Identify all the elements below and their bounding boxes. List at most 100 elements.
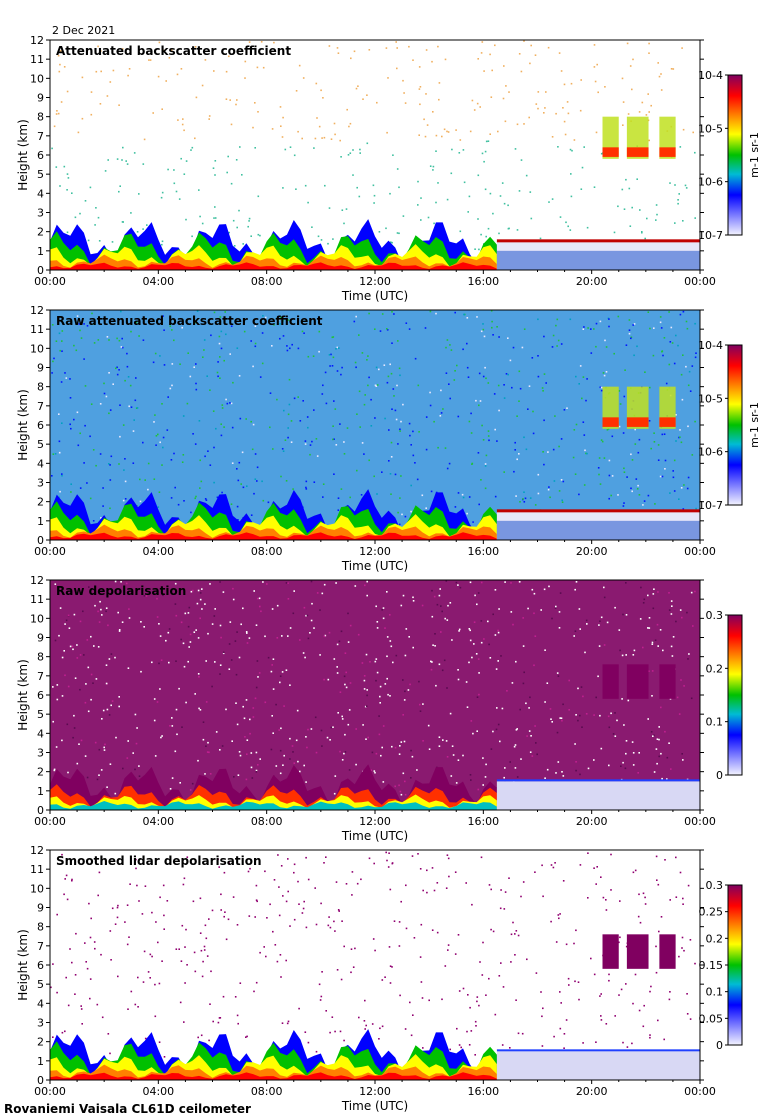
texture-dot (451, 148, 453, 151)
texture-dot (271, 608, 274, 610)
texture-dot (343, 453, 346, 455)
texture-dot (286, 349, 289, 352)
texture-dot (651, 670, 654, 672)
texture-dot (410, 444, 412, 446)
x-tick-label: 12:00 (359, 815, 391, 828)
texture-dot (320, 729, 323, 732)
texture-dot (130, 406, 133, 408)
boundary-layer-1 (50, 116, 700, 270)
texture-dot (175, 190, 178, 193)
texture-dot (120, 581, 122, 583)
texture-dot (284, 148, 287, 151)
texture-dot (498, 975, 501, 977)
texture-dot (545, 91, 547, 93)
upper-cloud-core (659, 147, 676, 157)
texture-dot (261, 362, 264, 365)
texture-dot (175, 708, 178, 711)
texture-dot (418, 680, 420, 683)
texture-dot (623, 208, 626, 210)
texture-dot (620, 988, 623, 991)
texture-dot (529, 62, 531, 65)
texture-dot (286, 345, 288, 347)
texture-dot (123, 469, 125, 471)
texture-dot (332, 336, 335, 338)
colorbar-3 (727, 614, 743, 776)
texture-dot (221, 491, 223, 494)
texture-dot (337, 52, 340, 54)
texture-dot (379, 685, 382, 688)
texture-dot (151, 661, 153, 664)
x-tick-label: 16:00 (467, 275, 499, 288)
texture-dot (132, 462, 135, 464)
texture-dot (425, 49, 428, 51)
texture-dot (235, 702, 237, 704)
texture-dot (56, 698, 59, 701)
texture-dot (629, 65, 632, 67)
texture-dot (643, 500, 646, 502)
texture-dot (638, 111, 641, 113)
texture-dot (529, 751, 532, 753)
texture-dot (69, 423, 71, 426)
texture-dot (400, 900, 402, 903)
texture-dot (330, 138, 333, 140)
texture-dot (602, 372, 605, 374)
texture-dot (184, 612, 187, 615)
texture-dot (603, 374, 606, 377)
texture-dot (512, 623, 514, 626)
texture-dot (388, 852, 390, 854)
texture-dot (315, 923, 318, 926)
y-tick-label: 9 (37, 362, 44, 375)
texture-dot (306, 746, 308, 749)
texture-dot (523, 328, 526, 330)
y-tick-label: 4 (37, 457, 44, 470)
texture-dot (135, 321, 138, 324)
texture-dot (520, 159, 523, 161)
texture-dot (251, 777, 254, 779)
texture-dot (331, 1016, 334, 1018)
texture-dot (70, 483, 72, 485)
texture-dot (199, 617, 201, 620)
texture-dot (203, 339, 206, 341)
texture-dot (549, 708, 552, 710)
y-tick-label: 7 (37, 940, 44, 953)
x-tick-label: 16:00 (467, 815, 499, 828)
texture-dot (287, 1020, 290, 1023)
texture-dot (450, 172, 453, 175)
texture-dot (672, 470, 674, 472)
texture-dot (293, 863, 296, 866)
texture-dot (191, 146, 194, 149)
texture-dot (273, 879, 276, 881)
texture-dot (638, 494, 641, 496)
texture-dot (625, 654, 627, 656)
texture-dot (99, 453, 102, 455)
texture-dot (282, 450, 285, 452)
texture-dot (515, 660, 517, 663)
texture-dot (79, 432, 81, 435)
texture-dot (250, 340, 252, 342)
texture-dot (196, 310, 199, 312)
texture-dot (422, 1047, 424, 1049)
cloud-base-line (496, 239, 700, 243)
texture-dot (297, 130, 299, 133)
texture-dot (434, 645, 436, 647)
colorbar-tick-label: 10-6 (698, 176, 723, 189)
texture-dot (373, 202, 375, 204)
texture-dot (328, 354, 331, 356)
texture-dot (128, 68, 131, 70)
texture-dot (622, 101, 625, 103)
texture-dot (578, 493, 580, 496)
texture-dot (632, 871, 635, 874)
texture-dot (554, 415, 556, 417)
texture-dot (336, 346, 339, 349)
texture-dot (214, 608, 216, 610)
texture-dot (457, 584, 459, 586)
texture-dot (402, 714, 404, 716)
texture-dot (510, 611, 513, 613)
texture-dot (180, 638, 182, 641)
x-tick-label: 12:00 (359, 275, 391, 288)
texture-dot (478, 404, 480, 407)
texture-dot (358, 195, 361, 198)
texture-dot (600, 1019, 603, 1021)
texture-dot (74, 974, 77, 976)
texture-dot (631, 88, 633, 91)
